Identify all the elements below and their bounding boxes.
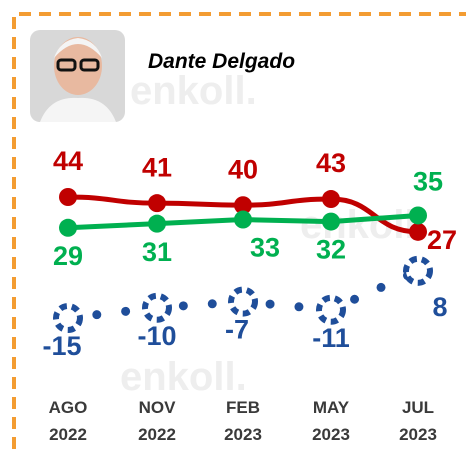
point — [409, 206, 427, 224]
point — [231, 290, 255, 314]
value-label: -7 — [225, 315, 249, 345]
value-label: 32 — [316, 235, 346, 265]
value-label: 8 — [432, 292, 447, 322]
photo — [30, 30, 125, 122]
value-label: -11 — [312, 323, 350, 353]
point — [409, 223, 427, 241]
point — [319, 298, 343, 322]
x-tick-label: FEB 2023 — [203, 394, 283, 448]
point — [234, 211, 252, 229]
value-label: 40 — [228, 154, 258, 184]
point — [406, 259, 430, 283]
point — [59, 188, 77, 206]
point — [322, 190, 340, 208]
point — [148, 194, 166, 212]
point — [56, 306, 80, 330]
value-label: 27 — [427, 225, 457, 255]
x-tick-label: JUL 2023 — [378, 394, 458, 448]
chart-title: Dante Delgado — [148, 50, 295, 74]
value-label: -15 — [42, 331, 81, 361]
watermark: enkoll. — [130, 69, 257, 113]
x-tick-label: NOV 2022 — [117, 394, 197, 448]
x-tick-label: MAY 2023 — [291, 394, 371, 448]
point — [59, 219, 77, 237]
x-tick-label: AGO 2022 — [28, 394, 108, 448]
card: enkoll. enkoll. enkoll. 4441404327293133… — [0, 0, 466, 449]
value-label: 44 — [53, 146, 83, 176]
value-label: 35 — [413, 167, 443, 197]
value-label: 43 — [316, 148, 346, 178]
value-label: 33 — [250, 233, 280, 263]
point — [145, 296, 169, 320]
value-label: 41 — [142, 152, 172, 182]
value-label: 31 — [142, 237, 172, 267]
value-label: 29 — [53, 241, 83, 271]
point — [322, 213, 340, 231]
point — [148, 215, 166, 233]
value-label: -10 — [137, 321, 176, 351]
watermark: enkoll. — [120, 355, 247, 399]
